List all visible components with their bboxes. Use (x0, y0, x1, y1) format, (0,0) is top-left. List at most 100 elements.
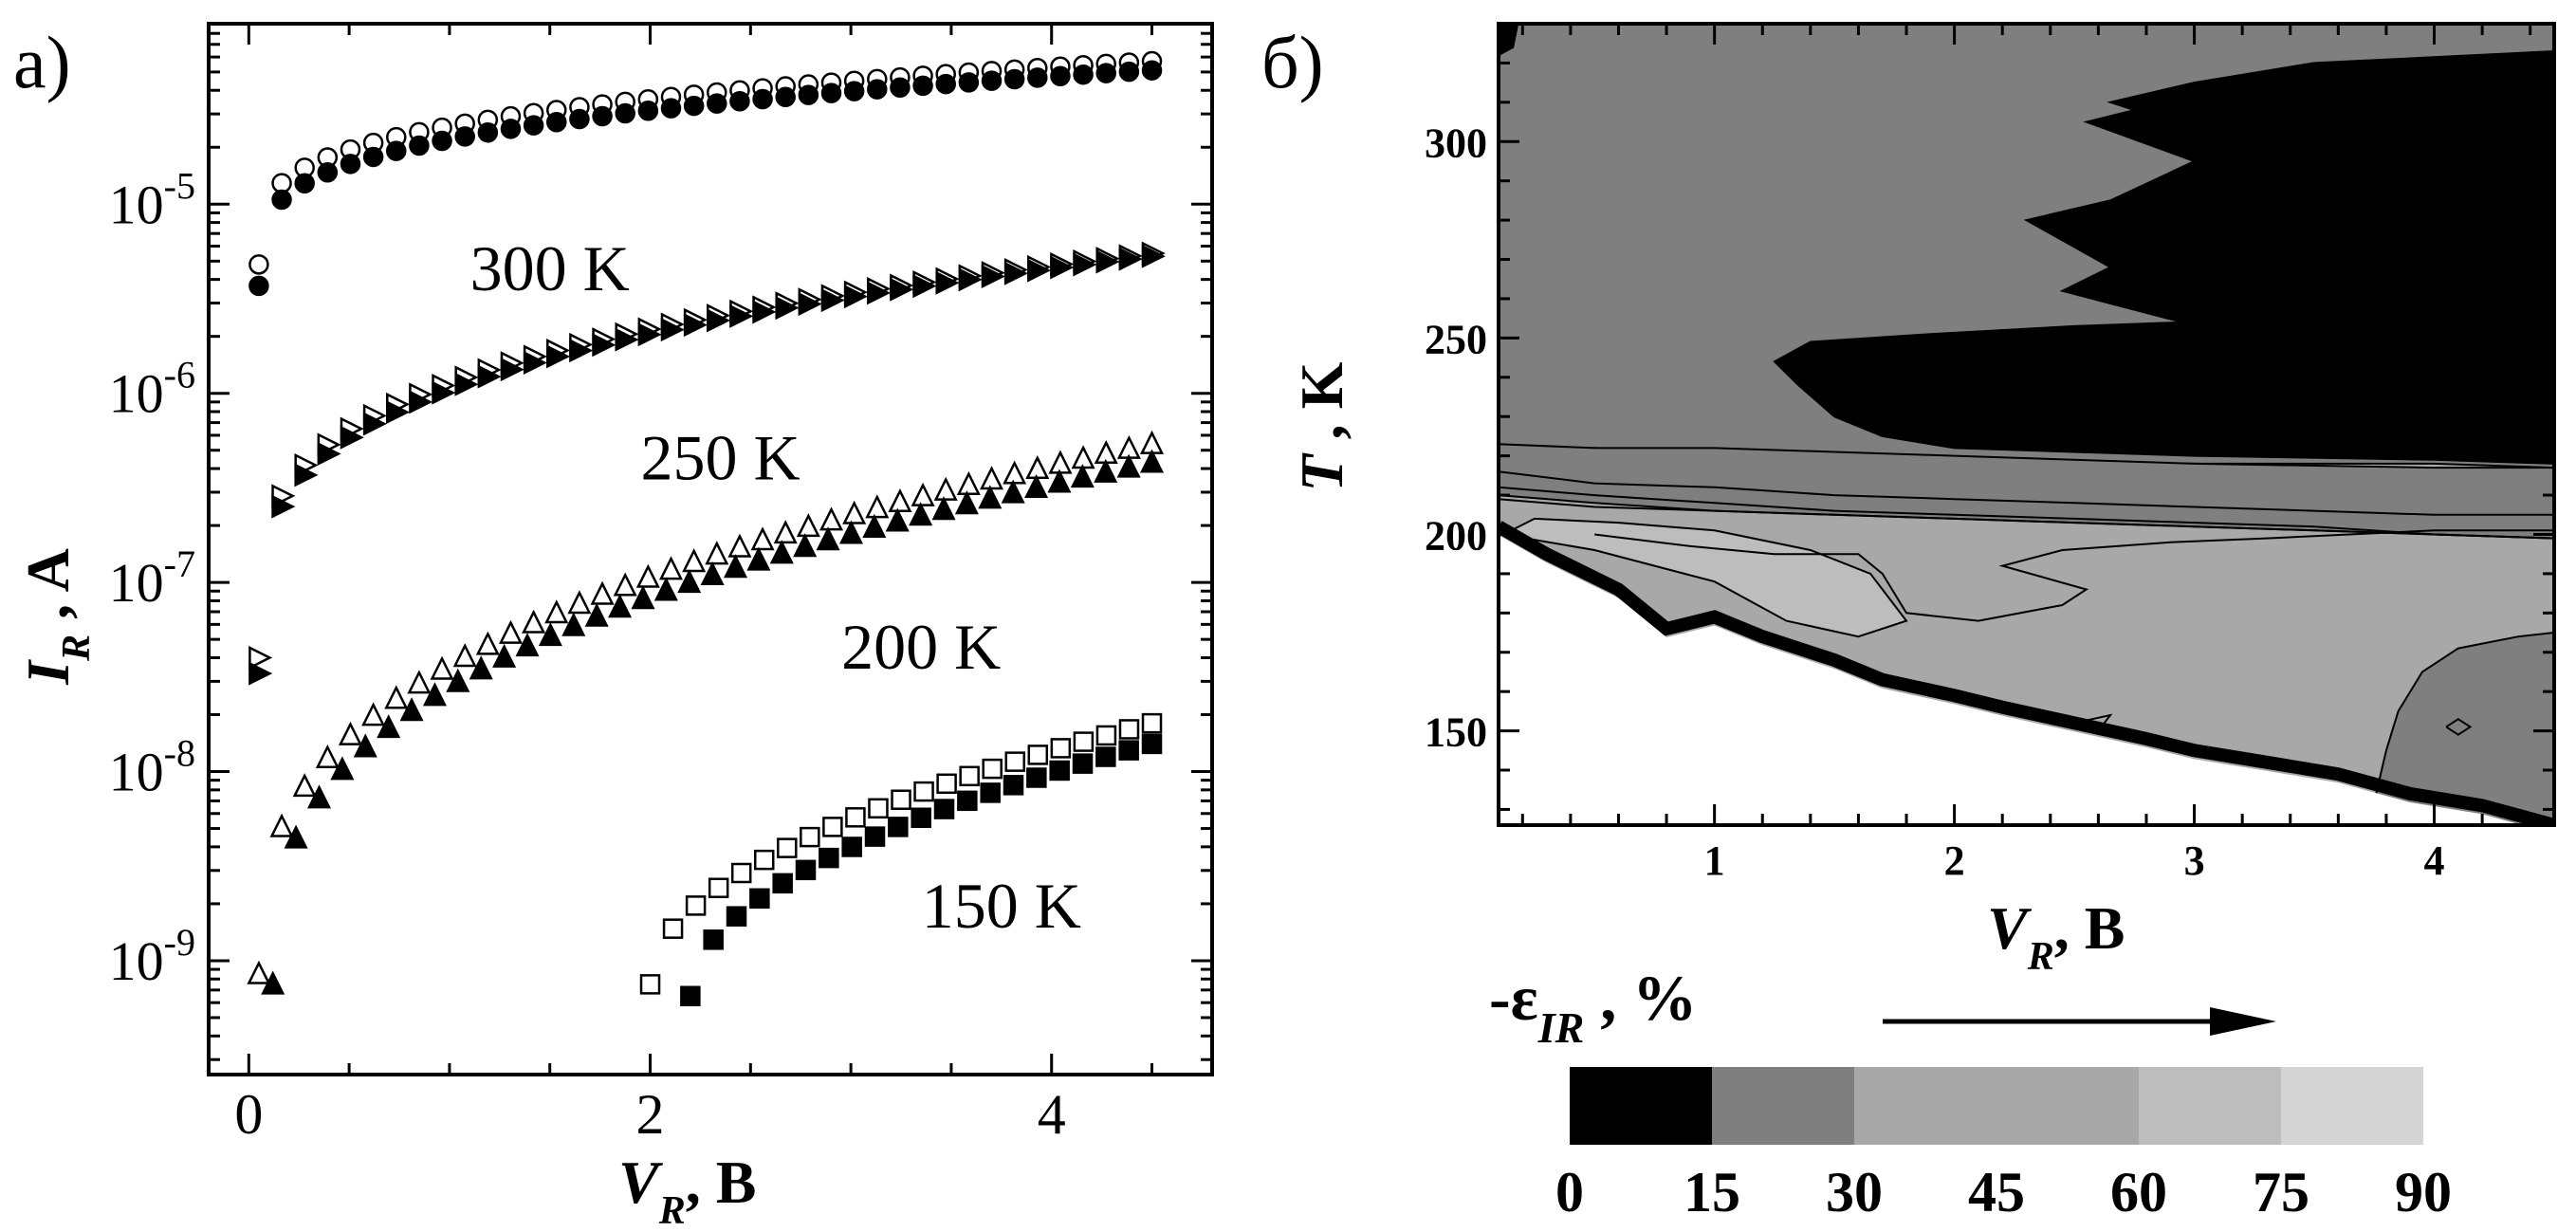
marker-circle (775, 86, 796, 108)
marker-square (819, 847, 839, 869)
panel-a-label: а) (13, 21, 71, 103)
marker-triangle-up (284, 824, 308, 849)
marker-triangle-up (422, 682, 447, 707)
marker-triangle-up (796, 513, 820, 538)
marker-triangle-up (931, 496, 956, 521)
marker-triangle-up (522, 609, 546, 634)
marker-circle (615, 102, 635, 124)
marker-triangle-up (608, 594, 633, 618)
x-tick-label: 3 (2184, 837, 2205, 884)
marker-square (888, 817, 909, 837)
marker-triangle-right (820, 288, 845, 313)
marker-triangle-right (271, 494, 296, 519)
marker-square (749, 888, 770, 910)
marker-triangle-right (729, 303, 754, 328)
panel-a-ticks: 0 2 4 10-9 10-8 10-7 10-6 10-5 (109, 22, 1212, 1146)
marker-square (936, 773, 957, 795)
colorbar-level-label: 45 (1968, 1161, 2025, 1223)
marker-triangle-up (723, 554, 748, 579)
marker-triangle-up (399, 697, 424, 722)
marker-circle (1027, 67, 1048, 88)
marker-square (1026, 767, 1047, 788)
region-45-60 (1500, 517, 1908, 638)
series-200k-filled (261, 449, 1165, 995)
marker-triangle-right (386, 400, 411, 425)
marker-square (1004, 751, 1025, 772)
marker-triangle-right (1050, 255, 1075, 280)
colorbar-swatch (1854, 1067, 1996, 1145)
marker-triangle-right (454, 372, 479, 396)
marker-square (703, 929, 724, 950)
marker-circle (637, 101, 659, 121)
marker-triangle-up (682, 548, 707, 573)
marker-triangle-right (1073, 252, 1097, 277)
marker-circle (592, 105, 613, 127)
marker-circle (1118, 61, 1140, 83)
marker-circle (729, 91, 750, 112)
marker-square (1118, 719, 1140, 740)
marker-circle (890, 77, 911, 99)
series-150k-filled (680, 733, 1163, 1006)
marker-square (1095, 725, 1117, 746)
marker-square (1095, 746, 1116, 767)
marker-triangle-up (888, 487, 912, 513)
marker-triangle-up (498, 619, 524, 644)
marker-triangle-right (615, 327, 639, 352)
y-tick-label: 10-5 (109, 164, 195, 235)
marker-triangle-up (1094, 439, 1118, 465)
marker-triangle-up (515, 633, 540, 657)
x-tick-label: 4 (2424, 837, 2445, 884)
marker-circle (1095, 63, 1116, 83)
panel-b-x-axis-label: VR, В (1987, 894, 2125, 979)
marker-triangle-right (500, 358, 524, 382)
marker-triangle-up (653, 577, 678, 601)
marker-triangle-up (377, 714, 401, 739)
marker-circle (867, 79, 888, 100)
marker-circle (912, 75, 933, 97)
marker-triangle-up (261, 970, 285, 995)
panel-b-label: б) (1261, 21, 1324, 103)
marker-triangle-up (1116, 453, 1141, 478)
marker-square (913, 781, 934, 802)
panel-a-x-axis-label: VR, В (618, 1149, 756, 1232)
contour-line (1594, 529, 2554, 622)
marker-triangle-up (567, 590, 592, 615)
marker-square (982, 758, 1003, 780)
colorbar-swatches (1570, 1067, 2423, 1145)
marker-circle (683, 95, 705, 117)
marker-circle (569, 108, 590, 130)
panel-b-frame (1497, 22, 2556, 827)
marker-triangle-up (1048, 450, 1073, 474)
marker-triangle-up (705, 541, 729, 565)
y-tick-label: 200 (1425, 512, 1487, 559)
marker-square (800, 826, 820, 848)
marker-triangle-up (1071, 445, 1095, 469)
marker-triangle-up (658, 556, 684, 580)
marker-triangle-right (432, 380, 456, 405)
marker-triangle-right (340, 425, 364, 450)
colorbar-swatch (1712, 1067, 1854, 1145)
colorbar-swatch (1570, 1067, 1712, 1145)
marker-triangle-right (935, 270, 960, 295)
marker-triangle-up (677, 569, 702, 594)
marker-square (1073, 731, 1095, 752)
contour-line (1499, 470, 2554, 516)
panel-a-y-axis-label: IR , A (14, 548, 99, 686)
annotation-200k: 200 K (841, 611, 1001, 683)
marker-circle (386, 140, 407, 161)
marker-triangle-right (1141, 244, 1166, 268)
colorbar-swatch (1996, 1067, 2139, 1145)
marker-triangle-up (269, 813, 294, 837)
marker-triangle-right (294, 463, 319, 487)
marker-triangle-right (958, 267, 983, 292)
marker-triangle-right (683, 313, 708, 338)
marker-triangle-up (911, 482, 935, 506)
x-tick-label: 0 (234, 1083, 263, 1146)
marker-circle (362, 146, 384, 168)
panel-b-contour-area (1499, 24, 2554, 825)
marker-triangle-up (631, 585, 655, 610)
marker-square (1050, 738, 1072, 759)
arrow-head-icon (2210, 1007, 2276, 1036)
marker-triangle-right (1095, 249, 1120, 274)
annotation-250k: 250 K (641, 422, 800, 494)
